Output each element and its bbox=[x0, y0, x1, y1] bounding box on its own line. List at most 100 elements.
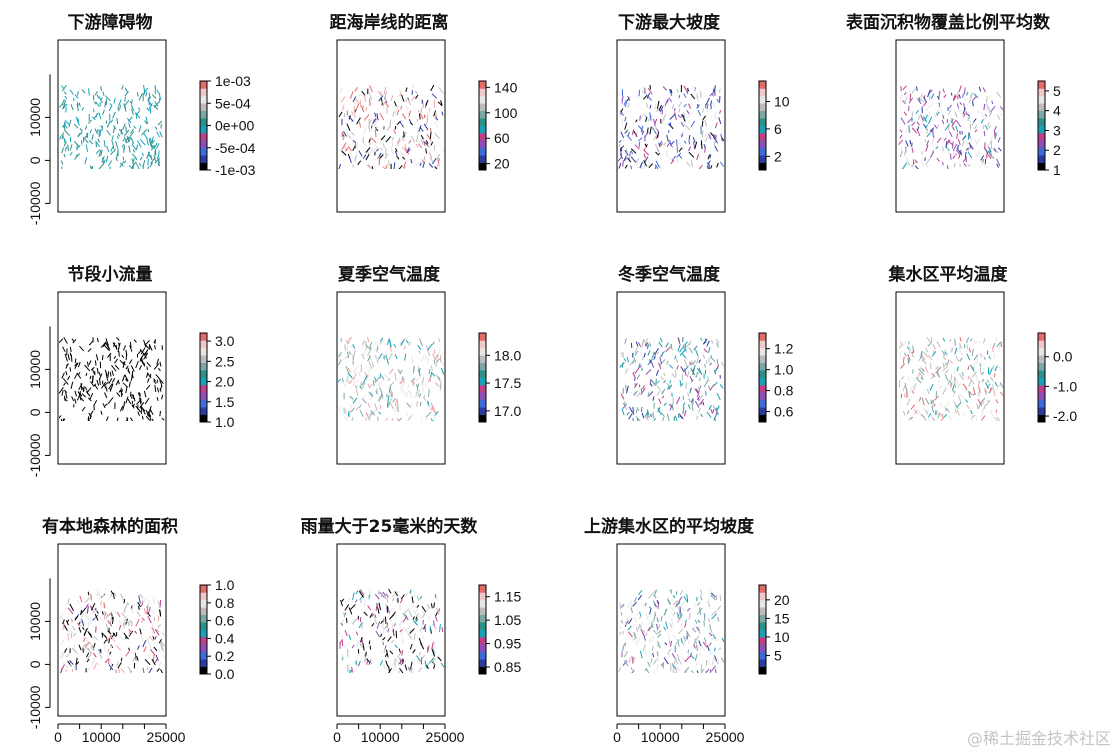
stream-segment bbox=[101, 125, 103, 132]
stream-segment bbox=[929, 383, 934, 391]
stream-segment bbox=[77, 101, 79, 106]
stream-segment bbox=[706, 376, 710, 382]
colorbar-tick-label: 5 bbox=[774, 647, 782, 663]
x-tick-label: 0 bbox=[54, 729, 62, 745]
stream-segment bbox=[143, 390, 147, 398]
colorbar-frame bbox=[758, 584, 767, 675]
stream-segment bbox=[678, 94, 681, 99]
stream-segment bbox=[679, 589, 683, 596]
stream-segment bbox=[355, 98, 361, 105]
stream-segment bbox=[695, 349, 699, 357]
stream-segment bbox=[380, 101, 383, 106]
stream-segment bbox=[710, 132, 715, 137]
stream-segment bbox=[75, 116, 79, 122]
stream-segment bbox=[369, 396, 373, 400]
colorbar-tick-label: 140 bbox=[494, 79, 518, 95]
stream-segment bbox=[936, 341, 941, 348]
stream-segment bbox=[119, 104, 121, 110]
stream-segment bbox=[690, 360, 693, 366]
stream-segment bbox=[936, 371, 941, 378]
stream-segment bbox=[386, 163, 389, 169]
stream-segment bbox=[942, 362, 945, 368]
stream-segment bbox=[924, 139, 927, 143]
stream-segment bbox=[118, 350, 120, 357]
stream-segment bbox=[136, 645, 140, 650]
stream-segment bbox=[119, 405, 124, 412]
stream-segment bbox=[669, 140, 672, 146]
stream-segment bbox=[97, 662, 100, 666]
stream-segment bbox=[399, 628, 403, 633]
stream-segment bbox=[62, 418, 66, 421]
stream-segment bbox=[87, 614, 90, 621]
stream-segment bbox=[626, 134, 632, 141]
stream-segment bbox=[419, 626, 424, 632]
stream-segment bbox=[689, 375, 694, 382]
stream-segment bbox=[641, 340, 646, 344]
stream-network bbox=[338, 588, 444, 673]
stream-segment bbox=[133, 339, 137, 343]
stream-segment bbox=[971, 414, 976, 419]
colorbar-band bbox=[200, 592, 207, 601]
stream-segment bbox=[655, 160, 660, 168]
stream-segment bbox=[122, 138, 125, 142]
stream-segment bbox=[716, 162, 719, 168]
stream-segment bbox=[623, 99, 627, 106]
stream-segment bbox=[684, 123, 691, 131]
stream-segment bbox=[952, 143, 958, 152]
stream-segment bbox=[76, 661, 80, 665]
stream-segment bbox=[381, 651, 384, 655]
stream-segment bbox=[338, 359, 342, 366]
stream-segment bbox=[656, 664, 659, 671]
stream-segment bbox=[341, 377, 344, 383]
colorbar-tick-label: 1.15 bbox=[494, 589, 521, 605]
stream-segment bbox=[695, 356, 699, 364]
stream-segment bbox=[372, 145, 379, 152]
stream-segment bbox=[652, 383, 656, 387]
stream-segment bbox=[108, 104, 113, 112]
colorbar-frame bbox=[758, 332, 767, 423]
stream-segment bbox=[955, 149, 960, 154]
colorbar: 1.21.00.80.6 bbox=[758, 332, 794, 423]
stream-segment bbox=[130, 365, 135, 372]
stream-segment bbox=[911, 118, 913, 122]
stream-segment bbox=[948, 380, 953, 385]
colorbar-tick-label: 20 bbox=[774, 592, 790, 608]
stream-segment bbox=[418, 667, 423, 673]
stream-segment bbox=[86, 658, 90, 663]
stream-segment bbox=[640, 406, 643, 413]
colorbar-tick-label: 18.0 bbox=[494, 347, 521, 363]
stream-segment bbox=[365, 340, 368, 349]
stream-segment bbox=[146, 361, 152, 368]
stream-segment bbox=[64, 146, 68, 152]
stream-segment bbox=[982, 338, 986, 344]
stream-segment bbox=[355, 590, 359, 595]
stream-segment bbox=[95, 354, 99, 361]
x-tick-label: 10000 bbox=[361, 729, 400, 745]
stream-segment bbox=[153, 380, 157, 384]
stream-segment bbox=[923, 96, 927, 103]
stream-segment bbox=[993, 130, 997, 135]
colorbar-frame bbox=[199, 332, 208, 423]
stream-segment bbox=[916, 86, 918, 91]
stream-segment bbox=[658, 398, 662, 405]
stream-segment bbox=[124, 129, 130, 137]
stream-segment bbox=[95, 149, 101, 155]
stream-segment bbox=[680, 131, 684, 136]
stream-segment bbox=[645, 369, 652, 375]
stream-segment bbox=[388, 668, 393, 673]
stream-segment bbox=[690, 654, 695, 660]
stream-segment bbox=[668, 639, 671, 645]
stream-segment bbox=[147, 640, 152, 649]
stream-segment bbox=[658, 142, 661, 147]
y-tick-label: -10000 bbox=[27, 433, 43, 477]
stream-segment bbox=[403, 161, 407, 169]
stream-segment bbox=[646, 344, 650, 350]
stream-segment bbox=[952, 141, 954, 149]
stream-segment bbox=[416, 135, 419, 143]
stream-segment bbox=[361, 90, 366, 96]
stream-segment bbox=[366, 164, 371, 169]
stream-segment bbox=[634, 633, 637, 640]
stream-segment bbox=[155, 628, 160, 633]
stream-segment bbox=[61, 389, 64, 396]
stream-segment bbox=[133, 125, 137, 129]
